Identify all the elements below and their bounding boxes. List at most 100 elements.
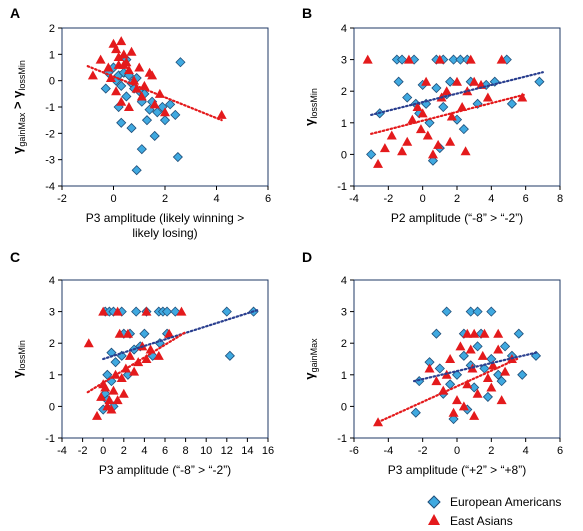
point-european bbox=[126, 123, 137, 134]
point-european bbox=[139, 328, 150, 339]
series-east-asian bbox=[362, 54, 528, 168]
point-east-asian bbox=[129, 366, 140, 376]
y-axis-label-part: > γ bbox=[10, 90, 25, 113]
point-east-asian bbox=[149, 99, 160, 109]
point-east-asian bbox=[112, 306, 123, 316]
y-tick-label: -1 bbox=[45, 102, 55, 114]
point-european bbox=[116, 117, 127, 128]
y-tick-label: 0 bbox=[49, 76, 55, 88]
y-axis-label: γlossMin bbox=[302, 88, 319, 126]
point-east-asian bbox=[111, 44, 122, 54]
point-european bbox=[458, 350, 469, 361]
point-east-asian bbox=[441, 86, 452, 96]
x-tick-label: 6 bbox=[162, 445, 168, 457]
point-european bbox=[493, 369, 504, 380]
point-european bbox=[224, 350, 235, 361]
y-axis-label-part: lossMin bbox=[17, 340, 27, 371]
point-east-asian bbox=[469, 76, 480, 86]
y-axis-label-part: γ bbox=[302, 372, 317, 380]
x-tick-label: 2 bbox=[121, 445, 127, 457]
y-axis-label-part: gainMax bbox=[17, 112, 27, 147]
point-east-asian bbox=[123, 65, 134, 75]
point-east-asian bbox=[153, 350, 164, 360]
x-tick-label: 14 bbox=[241, 445, 253, 457]
point-east-asian bbox=[96, 391, 107, 401]
point-east-asian bbox=[403, 54, 414, 64]
x-tick-label: 4 bbox=[141, 445, 147, 457]
point-east-asian bbox=[118, 49, 129, 59]
point-east-asian bbox=[424, 363, 435, 373]
point-east-asian bbox=[136, 91, 147, 101]
point-east-asian bbox=[431, 376, 442, 386]
point-european bbox=[445, 379, 456, 390]
point-european bbox=[131, 165, 142, 176]
y-tick-label: 1 bbox=[49, 49, 55, 61]
x-tick-label: 2 bbox=[162, 193, 168, 205]
point-east-asian bbox=[460, 146, 471, 156]
point-east-asian bbox=[427, 149, 438, 159]
y-tick-label: 1 bbox=[341, 118, 347, 130]
trend-line-east-asian bbox=[376, 357, 519, 424]
point-european bbox=[434, 363, 445, 374]
point-european bbox=[149, 130, 160, 142]
point-european bbox=[469, 382, 480, 393]
series-european bbox=[100, 54, 186, 176]
point-european bbox=[402, 92, 413, 103]
point-east-asian bbox=[95, 54, 106, 64]
y-axis-label-part: lossMin bbox=[17, 60, 27, 91]
point-european bbox=[141, 115, 153, 126]
x-tick-label: 8 bbox=[557, 193, 563, 205]
x-tick-label: -4 bbox=[57, 445, 67, 457]
point-east-asian bbox=[164, 328, 175, 338]
point-european bbox=[448, 413, 459, 425]
point-east-asian bbox=[118, 388, 129, 398]
point-east-asian bbox=[126, 46, 137, 56]
point-european bbox=[455, 54, 466, 65]
point-european bbox=[393, 76, 404, 87]
panel-letter: A bbox=[10, 5, 20, 21]
panel-letter: B bbox=[302, 5, 312, 21]
point-east-asian bbox=[373, 158, 384, 168]
point-east-asian bbox=[469, 328, 480, 338]
y-axis-label-part: gainMax bbox=[309, 338, 319, 373]
point-european bbox=[100, 83, 111, 94]
point-european bbox=[116, 80, 127, 91]
point-european bbox=[438, 101, 449, 113]
point-east-asian bbox=[482, 92, 493, 102]
point-east-asian bbox=[446, 111, 457, 121]
point-east-asian bbox=[407, 114, 418, 124]
y-tick-label: 4 bbox=[49, 275, 55, 287]
trend-line-east-asian bbox=[370, 93, 527, 135]
point-east-asian bbox=[465, 344, 476, 354]
x-axis-label: P3 amplitude (“+2” > “+8”) bbox=[388, 463, 526, 477]
legend: European Americans East Asians bbox=[427, 495, 561, 528]
y-axis-label-part: γ bbox=[10, 370, 25, 378]
x-tick-label: -6 bbox=[349, 445, 359, 457]
point-east-asian bbox=[421, 76, 432, 86]
point-european bbox=[486, 306, 497, 317]
x-axis-label: P2 amplitude (“-8” > “-2”) bbox=[391, 211, 523, 225]
point-european bbox=[170, 109, 181, 120]
point-european bbox=[431, 328, 442, 339]
plot-frame bbox=[353, 27, 561, 187]
x-tick-label: 0 bbox=[454, 445, 460, 457]
point-east-asian bbox=[486, 382, 497, 392]
legend-european-marker bbox=[427, 495, 441, 509]
y-tick-label: -1 bbox=[45, 433, 55, 445]
point-east-asian bbox=[216, 109, 227, 119]
series-east-asian bbox=[87, 36, 227, 119]
x-tick-label: 6 bbox=[265, 193, 271, 205]
point-east-asian bbox=[116, 96, 127, 106]
point-european bbox=[534, 76, 545, 87]
trend-line-european bbox=[370, 71, 544, 117]
point-european bbox=[366, 149, 377, 160]
point-east-asian bbox=[482, 372, 493, 382]
y-tick-label: 3 bbox=[341, 307, 347, 319]
panel-letter: C bbox=[10, 249, 20, 265]
point-east-asian bbox=[500, 366, 511, 376]
point-european bbox=[161, 306, 173, 317]
point-east-asian bbox=[493, 344, 504, 354]
y-tick-label: 3 bbox=[49, 307, 55, 319]
x-tick-label: -2 bbox=[383, 193, 393, 205]
